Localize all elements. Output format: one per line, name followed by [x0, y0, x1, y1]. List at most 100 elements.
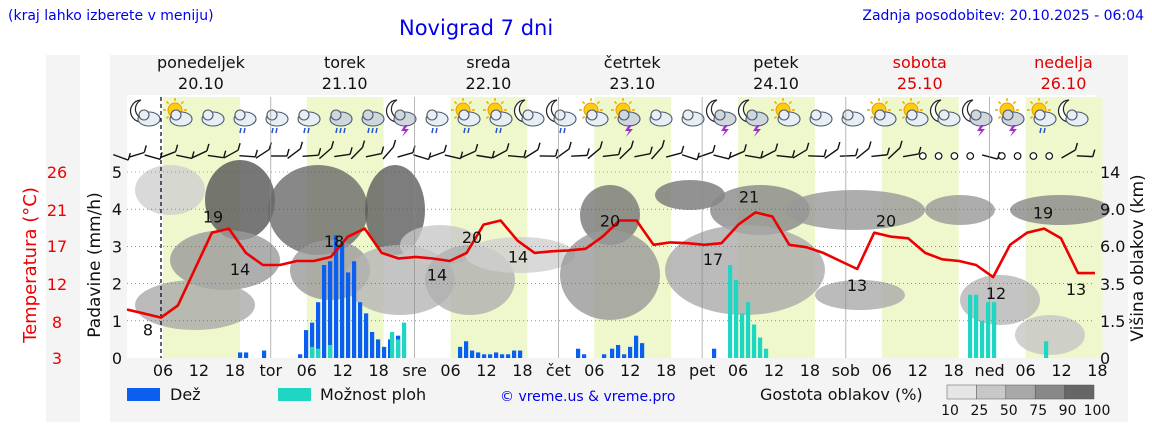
- rain-bar: [328, 261, 333, 358]
- sun-cloud-icon: [771, 98, 801, 127]
- rain-bar: [628, 346, 633, 358]
- rain-bar: [340, 242, 345, 358]
- wind-calm-icon: [934, 152, 943, 160]
- day-date: 21.10: [322, 74, 368, 93]
- sun-cloud-icon: [899, 98, 929, 127]
- wind-calm-icon: [950, 152, 959, 160]
- time-tick-label: čet: [546, 361, 571, 380]
- time-tick-label: 06: [440, 361, 460, 380]
- showers-bar: [764, 348, 769, 358]
- day-date: 24.10: [753, 74, 799, 93]
- temperature-value-label: 19: [1033, 204, 1053, 223]
- wind-barb-icon: [887, 140, 903, 160]
- time-tick-label: 12: [333, 361, 353, 380]
- wind-barb-icon: [1076, 149, 1096, 158]
- wind-barb-icon: [492, 143, 510, 159]
- showers-bar: [974, 294, 979, 358]
- wind-barb-icon: [318, 140, 335, 160]
- cloud-icon: [681, 109, 705, 127]
- wind-barb-icon: [350, 140, 366, 160]
- showers-bar: [986, 302, 991, 358]
- cloud-density-area: [710, 185, 810, 235]
- cloud-icon: [841, 109, 865, 127]
- wind-barb-icon: [128, 145, 147, 158]
- rain-bar: [512, 350, 517, 358]
- wind-barb-icon: [460, 143, 479, 159]
- time-tick-label: 06: [297, 361, 317, 380]
- cloud-density-area: [925, 195, 995, 225]
- showers-bar: [980, 320, 985, 358]
- rain-bar: [482, 354, 487, 358]
- rain-bar: [634, 335, 639, 358]
- precip-tick-label: 1: [112, 312, 122, 331]
- wind-barb-icon: [871, 147, 891, 158]
- rain-bar: [488, 354, 493, 358]
- showers-bar: [402, 322, 407, 358]
- sun-cloud-icon: [579, 98, 609, 127]
- time-tick-label: 12: [1051, 361, 1071, 380]
- cloud-height-axis-title: Višina oblakov (km): [1128, 174, 1148, 341]
- wind-barb-icon: [524, 142, 541, 159]
- temperature-tick-label: 26: [47, 163, 67, 182]
- temperature-tick-label: 3: [52, 349, 62, 368]
- daytime-band: [1025, 97, 1103, 358]
- wind-barb-icon: [856, 141, 872, 160]
- cloud-rain-icon: [265, 109, 289, 134]
- wind-barb-icon: [776, 150, 796, 158]
- cloud-density-area: [170, 230, 280, 290]
- temperature-value-label: 20: [462, 228, 482, 247]
- left-axis-panel: [46, 55, 80, 422]
- wind-barb-icon: [382, 139, 397, 160]
- wind-barb-icon: [365, 146, 385, 158]
- rain-bar: [506, 354, 511, 358]
- time-tick-label: 12: [908, 361, 928, 380]
- temperature-value-label: 20: [600, 212, 620, 231]
- temperature-line: [126, 211, 1095, 319]
- cloud-icon: [201, 109, 225, 127]
- rain-bar: [376, 339, 381, 358]
- rain-bar: [470, 350, 475, 358]
- showers-bar: [746, 302, 751, 358]
- moon-cloud-icon: [1057, 99, 1089, 127]
- cloud-height-tick-label: 1.5: [1100, 312, 1125, 331]
- precip-axis-title: Padavine (mm/h): [85, 192, 105, 337]
- wind-barb-icon: [681, 152, 700, 161]
- time-tick-label: pet: [689, 361, 715, 380]
- rain-bar: [346, 272, 351, 358]
- wind-barb-icon: [902, 146, 922, 158]
- last-update: Zadnja posodobitev: 20.10.2025 - 06:04: [862, 8, 1144, 24]
- rain-bar: [316, 302, 321, 358]
- rain-bar: [458, 346, 463, 358]
- cloud-density-legend-title: Gostota oblakov (%): [760, 385, 923, 404]
- rain-bar: [602, 354, 607, 358]
- cloud-rain-icon: [297, 109, 321, 134]
- temperature-value-label: 14: [230, 260, 250, 279]
- temperature-tick-label: 17: [47, 237, 67, 256]
- cloud-icon: [809, 109, 833, 127]
- wind-barb-icon: [287, 141, 304, 159]
- page-title: Novigrad 7 dni: [399, 16, 554, 40]
- cloud-height-tick-label: 3.5: [1100, 275, 1125, 294]
- cloud-density-swatch: [946, 384, 977, 400]
- showers-legend-label: Možnost ploh: [320, 385, 426, 404]
- wind-barb-icon: [507, 149, 527, 158]
- precip-tick-label: 0: [112, 349, 122, 368]
- day-date: 25.10: [897, 74, 943, 93]
- temperature-value-label: 20: [876, 212, 896, 231]
- time-tick-label: 18: [656, 361, 676, 380]
- time-tick-label: 06: [1015, 361, 1035, 380]
- rain-bar: [382, 346, 387, 358]
- cloud-rain-icon: [425, 109, 449, 134]
- temperature-tick-label: 8: [52, 313, 62, 332]
- day-name: sreda: [466, 53, 510, 72]
- showers-bar: [968, 294, 973, 358]
- temperature-axis-title: Temperatura (°C): [20, 187, 41, 344]
- wind-barb-icon: [160, 144, 179, 159]
- wind-barb-icon: [413, 152, 432, 161]
- rain-bar: [298, 354, 303, 358]
- sun-cloud-rain-icon: [483, 98, 513, 134]
- rain-bar: [582, 354, 587, 358]
- wind-barb-icon: [444, 151, 464, 160]
- time-tick-label: 06: [872, 361, 892, 380]
- cloud-density-area: [815, 280, 905, 310]
